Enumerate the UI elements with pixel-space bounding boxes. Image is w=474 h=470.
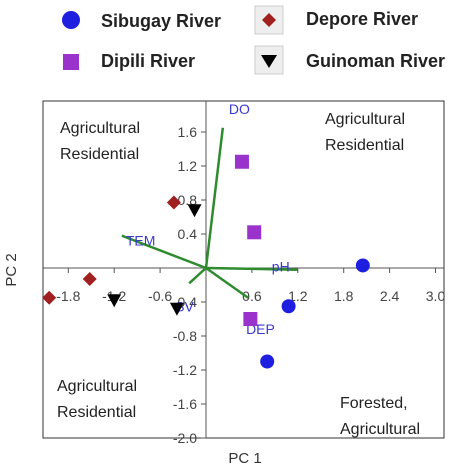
y-axis-label: PC 2 <box>3 253 20 286</box>
x-tick-label: -0.6 <box>148 288 172 304</box>
legend-label-guinoman: Guinoman River <box>306 51 445 71</box>
legend-label-dipili: Dipili River <box>101 51 195 71</box>
legend-label-depore: Depore River <box>306 9 418 29</box>
point-depore-river <box>42 290 57 305</box>
svg-text:Forested,: Forested, <box>340 395 408 412</box>
point-dipili-river <box>243 312 258 326</box>
legend-box-guinoman <box>254 45 284 75</box>
point-depore-river <box>166 195 181 210</box>
vector-label-do: DO <box>229 101 250 117</box>
y-tick-label: 0.8 <box>178 192 198 208</box>
x-tick-label: 1.8 <box>334 288 354 304</box>
y-tick-label: 0.4 <box>178 226 198 242</box>
svg-text:Residential: Residential <box>325 137 404 154</box>
loading-vector-dep <box>205 266 249 299</box>
svg-text:Residential: Residential <box>60 146 139 163</box>
y-tick-label: -1.2 <box>173 362 197 378</box>
legend: Sibugay River Dipili River Depore River … <box>62 5 445 75</box>
loading-vector-do <box>204 127 225 269</box>
point-dipili-river <box>234 154 249 169</box>
x-axis-label: PC 1 <box>228 450 261 467</box>
legend-marker-dipili <box>63 54 79 70</box>
x-tick-label: 2.4 <box>380 288 400 304</box>
legend-marker-sibugay <box>62 11 80 29</box>
x-tick-label: -1.8 <box>56 288 80 304</box>
quadrant-label-bottom-left: Agricultural Residential <box>57 378 137 421</box>
point-guinoman-river <box>169 302 184 316</box>
x-ticks: -1.8-1.2-0.60.61.21.82.43.0 <box>56 268 445 304</box>
plot-frame <box>42 100 445 439</box>
quadrant-label-top-right: Agricultural Residential <box>325 111 405 154</box>
y-tick-label: 1.2 <box>178 158 198 174</box>
svg-text:Agricultural: Agricultural <box>325 111 405 128</box>
point-sibugay-river <box>260 354 275 369</box>
svg-text:Residential: Residential <box>57 404 136 421</box>
legend-marker-guinoman <box>261 55 277 68</box>
y-tick-label: 1.6 <box>178 124 198 140</box>
point-sibugay-river <box>281 299 296 314</box>
y-tick-label: -0.8 <box>173 328 197 344</box>
point-guinoman-river <box>187 204 202 218</box>
loading-vector-ph <box>205 266 298 271</box>
svg-text:Agricultural: Agricultural <box>60 120 140 137</box>
vector-label-ph: pH <box>272 259 290 275</box>
x-tick-label: 1.2 <box>288 288 308 304</box>
y-tick-label: -2.0 <box>173 430 197 446</box>
svg-text:Agricultural: Agricultural <box>340 421 420 438</box>
y-ticks: 1.61.20.80.4-0.4-0.8-1.2-1.6-2.0 <box>173 124 206 446</box>
vector-label-sv: SV <box>175 298 194 314</box>
x-tick-label: 0.6 <box>242 288 262 304</box>
quadrant-label-top-left: Agricultural Residential <box>60 120 140 163</box>
point-sibugay-river <box>355 258 370 273</box>
svg-text:Agricultural: Agricultural <box>57 378 137 395</box>
loading-vector-sv <box>188 267 207 285</box>
loading-vector-tem <box>121 234 207 270</box>
quadrant-label-bottom-right: Forested, Agricultural <box>340 395 420 438</box>
point-guinoman-river <box>107 294 122 308</box>
legend-label-sibugay: Sibugay River <box>101 11 221 31</box>
data-points <box>42 154 370 369</box>
y-tick-label: -1.6 <box>173 396 197 412</box>
vector-label-tem: TEM <box>126 233 156 249</box>
point-dipili-river <box>247 225 262 240</box>
x-tick-label: 3.0 <box>426 288 446 304</box>
point-depore-river <box>82 272 97 287</box>
legend-marker-depore <box>262 13 276 27</box>
